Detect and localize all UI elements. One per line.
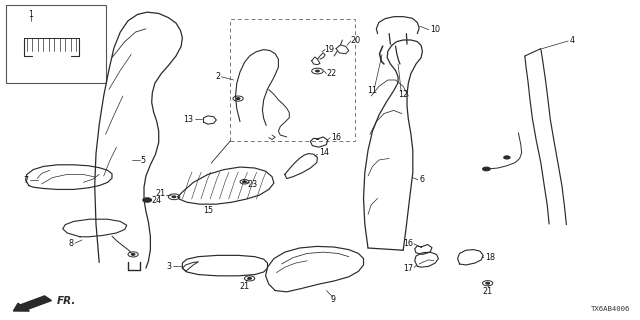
Bar <box>230 19 355 141</box>
Circle shape <box>243 181 246 183</box>
Text: 21: 21 <box>155 189 165 198</box>
Text: 9: 9 <box>330 295 335 304</box>
Text: 19: 19 <box>324 45 335 54</box>
Text: 2: 2 <box>215 72 220 81</box>
Circle shape <box>131 253 135 255</box>
Text: 8: 8 <box>68 239 74 248</box>
Text: 20: 20 <box>350 36 360 45</box>
Circle shape <box>483 167 490 171</box>
Text: 10: 10 <box>430 25 440 34</box>
Text: 18: 18 <box>485 253 495 262</box>
Text: 15: 15 <box>204 206 214 215</box>
Text: TX6AB4006: TX6AB4006 <box>591 306 630 312</box>
Circle shape <box>504 156 510 159</box>
Text: 4: 4 <box>570 36 575 45</box>
Text: 17: 17 <box>403 264 413 273</box>
Text: 3: 3 <box>166 262 172 271</box>
Circle shape <box>236 98 240 100</box>
Text: 21: 21 <box>239 282 250 291</box>
Circle shape <box>143 198 152 202</box>
FancyArrow shape <box>13 296 51 311</box>
Text: 12: 12 <box>398 90 408 99</box>
Circle shape <box>248 277 252 279</box>
Text: 7: 7 <box>24 176 29 185</box>
Text: 16: 16 <box>332 133 342 142</box>
Circle shape <box>316 70 319 72</box>
Text: 22: 22 <box>326 69 337 78</box>
Text: 21: 21 <box>483 287 493 296</box>
Text: 5: 5 <box>141 156 146 164</box>
Text: 1: 1 <box>28 10 33 19</box>
Text: FR.: FR. <box>56 296 76 307</box>
Text: 13: 13 <box>183 115 193 124</box>
Circle shape <box>486 282 490 284</box>
Text: 11: 11 <box>367 86 378 95</box>
Text: 14: 14 <box>319 148 329 157</box>
Text: 24: 24 <box>152 196 162 204</box>
Text: 6: 6 <box>419 175 424 184</box>
Text: 16: 16 <box>403 239 413 248</box>
Bar <box>6 5 106 83</box>
Circle shape <box>172 196 176 198</box>
Text: 23: 23 <box>248 180 258 188</box>
